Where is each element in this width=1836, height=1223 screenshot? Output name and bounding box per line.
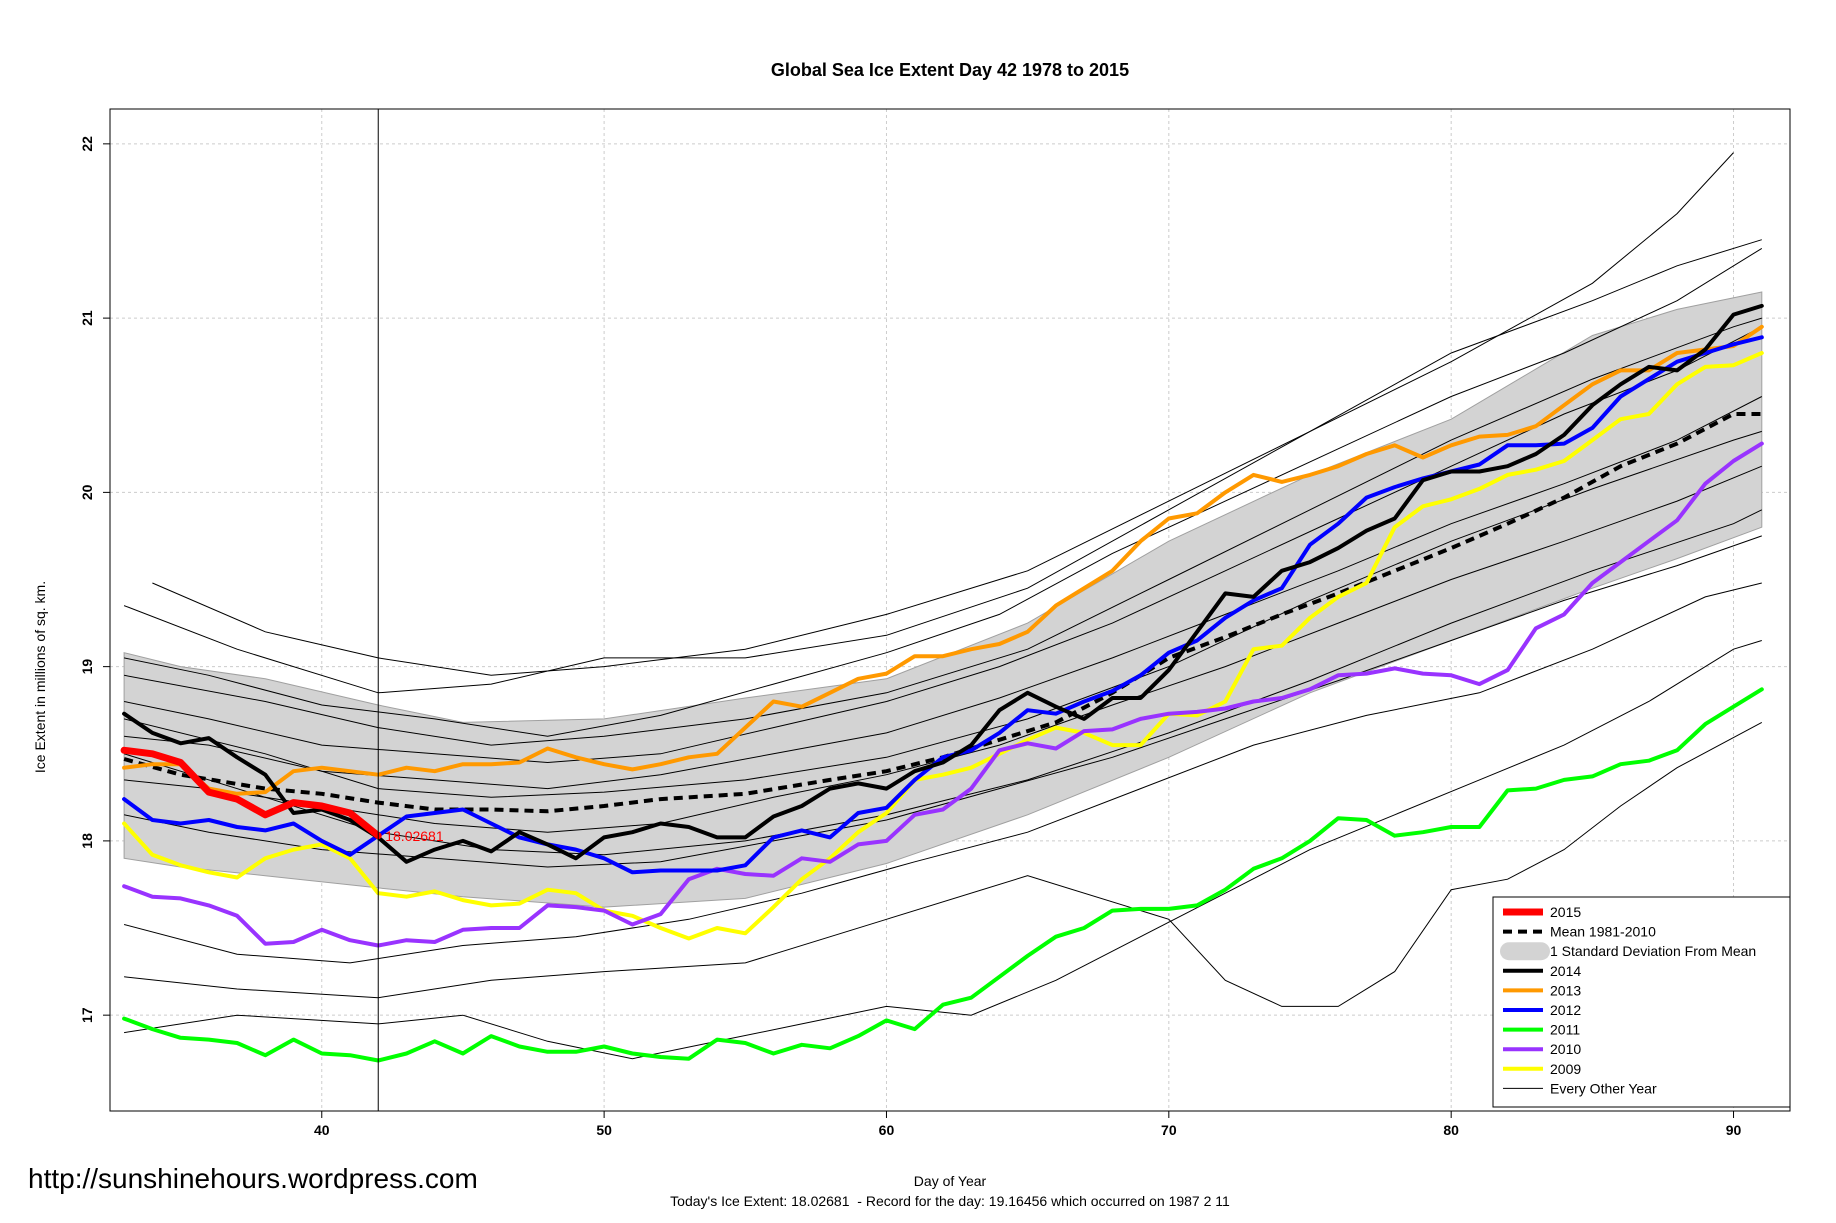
y-tick-label: 19 (79, 659, 95, 675)
series-line-2012 (122, 335, 1764, 875)
other-year-line (152, 239, 1762, 676)
current-value-label: 18.02681 (385, 828, 444, 844)
other-year-line (124, 317, 1762, 746)
x-tick-label: 40 (314, 1122, 330, 1138)
chart-title: Global Sea Ice Extent Day 42 1978 to 201… (771, 60, 1129, 80)
y-tick-label: 18 (79, 833, 95, 849)
x-tick-label: 70 (1161, 1122, 1177, 1138)
series-line-2009 (122, 351, 1764, 941)
legend-entry-label: 2009 (1550, 1061, 1581, 1077)
legend-entry-label: 2014 (1550, 963, 1581, 979)
website-url: http://sunshinehours.wordpress.com (28, 1163, 478, 1194)
footer-note: Today's Ice Extent: 18.02681 - Record fo… (670, 1193, 1230, 1209)
y-tick-label: 21 (79, 310, 95, 326)
legend-entry-label: Every Other Year (1550, 1080, 1657, 1096)
legend-entry-label: 2011 (1550, 1022, 1580, 1038)
y-tick-label: 22 (79, 136, 95, 152)
legend-entry-label: 2015 (1550, 904, 1581, 920)
other-year-line (123, 430, 1762, 798)
plot-area: 18.02681 40 50 60 70 80 90 17 18 19 20 21 22 (79, 108, 1791, 1138)
legend-box (1492, 896, 1791, 1108)
other-year-line (123, 582, 1762, 964)
x-tick-label: 60 (879, 1122, 895, 1138)
x-tick-label: 50 (596, 1122, 612, 1138)
x-tick-label: 80 (1443, 1122, 1459, 1138)
mean-line (123, 412, 1762, 814)
legend-swatch-band (1500, 942, 1550, 961)
legend-entry-label: 2013 (1550, 982, 1581, 998)
other-year-line (123, 152, 1734, 694)
legend-entry-label: 2012 (1550, 1002, 1581, 1018)
y-axis-label: Ice Extent in millions of sq. km. (32, 581, 48, 773)
series-line-2011 (122, 687, 1764, 1063)
legend-entry-label: 2010 (1550, 1041, 1581, 1057)
y-tick-label: 17 (79, 1007, 95, 1023)
other-year-line (124, 640, 1762, 1060)
legend-entry-label: Mean 1981-2010 (1550, 924, 1656, 940)
series-line-2013 (122, 324, 1764, 796)
x-axis-label: Day of Year (914, 1173, 987, 1189)
series-line-2010 (122, 441, 1764, 948)
series-line-2014 (122, 303, 1764, 864)
legend: 2015 Mean 1981-2010 1 Standard Deviation F… (1492, 896, 1791, 1108)
x-tick-label: 90 (1726, 1122, 1742, 1138)
other-year-line (124, 721, 1763, 1007)
series-line-2015 (120, 746, 382, 840)
y-tick-label: 20 (79, 484, 95, 500)
legend-entry-label: 1 Standard Deviation From Mean (1550, 943, 1756, 959)
plot-frame (109, 108, 1791, 1112)
